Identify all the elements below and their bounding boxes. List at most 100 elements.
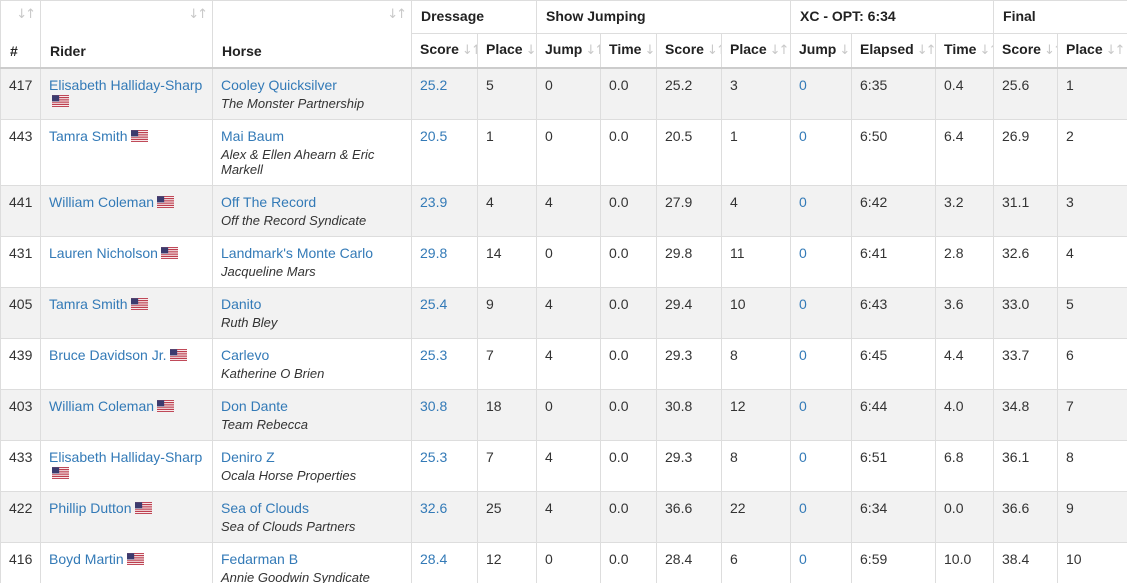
dressage-place-cell: 7: [476, 440, 538, 492]
rider-link[interactable]: Tamra Smith: [49, 296, 128, 312]
horse-cell: Sea of Clouds Sea of Clouds Partners: [212, 491, 412, 543]
xc-jump-link[interactable]: 0: [799, 551, 807, 567]
dressage-score-link[interactable]: 23.9: [420, 194, 448, 210]
column-header-sj-jump[interactable]: Jump↓↑: [536, 33, 602, 69]
horse-owner: Ruth Bley: [221, 315, 278, 330]
column-header-final-score[interactable]: Score↓↑: [993, 33, 1059, 69]
xc-elapsed-cell: 6:35: [851, 67, 937, 120]
horse-link[interactable]: Carlevo: [221, 347, 270, 363]
xc-elapsed-cell: 6:51: [851, 440, 937, 492]
results-body: 417 Elisabeth Halliday-Sharp Cooley Quic…: [0, 67, 1127, 583]
horse-link[interactable]: Don Dante: [221, 398, 288, 414]
final-score-cell: 36.6: [993, 491, 1059, 543]
dressage-score-link[interactable]: 28.4: [420, 551, 448, 567]
xc-jump-cell: 0: [790, 287, 853, 339]
column-header-xc-jump[interactable]: Jump↓↑: [790, 33, 853, 69]
table-row: 433 Elisabeth Halliday-Sharp Deniro Z Oc…: [0, 440, 1127, 492]
horse-link[interactable]: Landmark's Monte Carlo: [221, 245, 374, 261]
sj-place-cell: 10: [721, 287, 792, 339]
column-header-label: Horse: [222, 43, 262, 59]
sj-place-cell: 1: [721, 119, 792, 186]
column-header-sj-score[interactable]: Score↓↑: [656, 33, 723, 69]
final-score-cell: 33.7: [993, 338, 1059, 390]
xc-jump-link[interactable]: 0: [799, 128, 807, 144]
column-header-dressage-score[interactable]: Score↓↑: [411, 33, 478, 69]
usa-flag-icon: [134, 502, 152, 514]
sj-place-cell: 11: [721, 236, 792, 288]
horse-link[interactable]: Deniro Z: [221, 449, 275, 465]
table-row: 417 Elisabeth Halliday-Sharp Cooley Quic…: [0, 67, 1127, 120]
column-header-sj-place[interactable]: Place ↓↑: [721, 33, 792, 69]
xc-jump-link[interactable]: 0: [799, 347, 807, 363]
horse-cell: Cooley Quicksilver The Monster Partnersh…: [212, 67, 412, 120]
sj-score-cell: 29.4: [656, 287, 723, 339]
rider-link[interactable]: Tamra Smith: [49, 128, 128, 144]
final-score-cell: 36.1: [993, 440, 1059, 492]
xc-jump-link[interactable]: 0: [799, 296, 807, 312]
xc-jump-link[interactable]: 0: [799, 194, 807, 210]
dressage-score-link[interactable]: 20.5: [420, 128, 448, 144]
horse-cell: Mai Baum Alex & Ellen Ahearn & Eric Mark…: [212, 119, 412, 186]
rider-link[interactable]: Elisabeth Halliday-Sharp: [49, 449, 203, 465]
sj-score-cell: 20.5: [656, 119, 723, 186]
horse-link[interactable]: Off The Record: [221, 194, 317, 210]
sort-icon: ↓↑: [706, 43, 721, 58]
column-header-sj-time[interactable]: Time↓↑: [600, 33, 658, 69]
rider-link[interactable]: Bruce Davidson Jr.: [49, 347, 167, 363]
horse-link[interactable]: Fedarman B: [221, 551, 299, 567]
dressage-score-link[interactable]: 25.2: [420, 77, 448, 93]
rider-number: 439: [0, 338, 41, 390]
column-header-label: Score: [1002, 41, 1041, 57]
rider-link[interactable]: Elisabeth Halliday-Sharp: [49, 77, 203, 93]
usa-flag-icon: [130, 130, 148, 142]
rider-cell: Tamra Smith: [40, 119, 213, 186]
xc-jump-link[interactable]: 0: [799, 245, 807, 261]
horse-link[interactable]: Cooley Quicksilver: [221, 77, 337, 93]
xc-jump-link[interactable]: 0: [799, 500, 807, 516]
xc-time-cell: 10.0: [935, 542, 995, 583]
rider-cell: William Coleman: [40, 389, 213, 441]
column-header-rider[interactable]: ↓↑ Rider: [40, 0, 213, 69]
horse-link[interactable]: Mai Baum: [221, 128, 285, 144]
rider-link[interactable]: William Coleman: [49, 398, 155, 414]
dressage-score-link[interactable]: 25.4: [420, 296, 448, 312]
horse-link[interactable]: Sea of Clouds: [221, 500, 309, 516]
dressage-score-link[interactable]: 29.8: [420, 245, 448, 261]
rider-link[interactable]: Boyd Martin: [49, 551, 124, 567]
sort-icon: ↓↑: [525, 43, 536, 58]
column-header-horse[interactable]: ↓↑ Horse: [212, 0, 412, 69]
column-header-xc-elapsed[interactable]: Elapsed ↓↑: [851, 33, 937, 69]
column-header-label: Time: [944, 41, 977, 57]
xc-jump-link[interactable]: 0: [799, 77, 807, 93]
usa-flag-icon: [52, 95, 69, 107]
dressage-score-link[interactable]: 25.3: [420, 347, 448, 363]
rider-number: 422: [0, 491, 41, 543]
group-header-final: Final: [993, 0, 1127, 34]
rider-cell: Elisabeth Halliday-Sharp: [40, 67, 213, 120]
final-score-cell: 38.4: [993, 542, 1059, 583]
table-row: 443 Tamra Smith Mai Baum Alex & Ellen Ah…: [0, 119, 1127, 186]
rider-link[interactable]: William Coleman: [49, 194, 155, 210]
xc-jump-link[interactable]: 0: [799, 449, 807, 465]
horse-owner: Katherine O Brien: [221, 366, 325, 381]
column-header-number[interactable]: ↓↑ #: [0, 0, 41, 69]
rider-link[interactable]: Phillip Dutton: [49, 500, 132, 516]
dressage-score-link[interactable]: 25.3: [420, 449, 448, 465]
dressage-score-link[interactable]: 32.6: [420, 500, 448, 516]
rider-cell: Phillip Dutton: [40, 491, 213, 543]
horse-owner: Annie Goodwin Syndicate: [221, 570, 370, 583]
dressage-score-link[interactable]: 30.8: [420, 398, 448, 414]
xc-elapsed-cell: 6:50: [851, 119, 937, 186]
dressage-score-cell: 25.3: [411, 440, 478, 492]
sj-jump-cell: 0: [536, 389, 602, 441]
xc-jump-cell: 0: [790, 119, 853, 186]
rider-link[interactable]: Lauren Nicholson: [49, 245, 158, 261]
horse-link[interactable]: Danito: [221, 296, 262, 312]
final-place-cell: 3: [1057, 185, 1127, 237]
column-header-xc-time[interactable]: Time↓↑: [935, 33, 995, 69]
column-header-dressage-place[interactable]: Place↓↑: [476, 33, 538, 69]
horse-owner: Team Rebecca: [221, 417, 308, 432]
column-header-final-place[interactable]: Place ↓↑: [1057, 33, 1127, 69]
xc-jump-link[interactable]: 0: [799, 398, 807, 414]
table-row: 422 Phillip Dutton Sea of Clouds Sea of …: [0, 491, 1127, 543]
